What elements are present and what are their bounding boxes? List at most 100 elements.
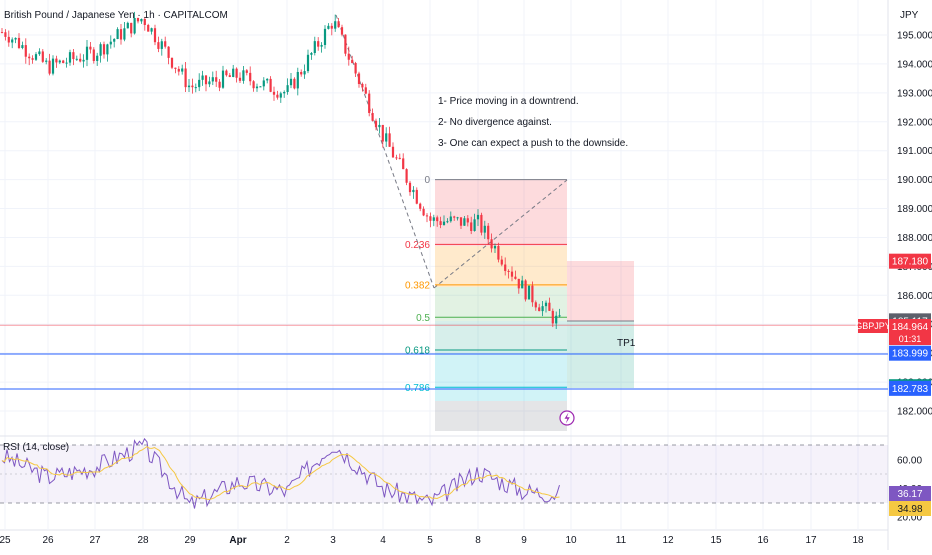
candle-body [96,55,99,61]
lightning-icon[interactable] [559,410,575,426]
candle-body [242,70,245,81]
candle-body [136,17,140,22]
candle-body [24,45,27,57]
rsi-ma-line [1,446,560,500]
stop-loss-zone[interactable] [567,261,634,321]
candle-body [422,208,425,216]
time-tick-label: 12 [662,535,674,546]
candle-body [551,310,554,324]
candle-body [374,120,378,128]
candle-body [317,41,320,47]
price-scale-background [888,0,932,550]
candle-body [544,302,548,307]
candle-body [170,57,174,68]
fib-zone-0618-0786 [435,354,567,401]
candle-body [249,72,252,82]
candle-body [119,29,123,40]
candle-body [334,21,337,29]
candle-body [252,81,255,89]
chart-title: British Pound / Japanese Yen · 1h · CAPI… [4,10,228,21]
candle-body [500,259,503,265]
price-tick-label: 193.000 [897,88,932,99]
time-tick-label: 2 [284,535,290,546]
candle-body [395,157,398,159]
candle-body [453,216,456,218]
price-badge-bg [889,345,931,361]
candle-body [300,71,303,75]
candle-body [245,70,248,73]
candle-body [106,44,109,55]
rsi-pane[interactable]: RSI (14, close) [0,435,888,509]
candle-body [79,58,82,62]
candle-body [538,307,541,312]
candle-body [235,68,238,78]
time-tick-label: 8 [475,535,481,546]
candle-body [480,214,483,233]
fib-retracement[interactable]: 0 0.236 0.382 0.5 0.618 0.786 [405,175,567,394]
candle-body [184,68,187,88]
time-tick-label: 26 [42,535,54,546]
candle-body [279,93,282,98]
currency-label[interactable]: JPY [900,10,919,21]
price-tick-label: 194.000 [897,59,932,70]
candle-body [402,158,405,170]
price-badge-bg [889,253,931,269]
last-price-badge: GBPJPY 184.964 01:31 [855,319,931,345]
fib-level-label: 0.382 [405,280,430,291]
candle-body [208,81,211,85]
candle-body [371,112,374,121]
candle-body [541,306,544,312]
candle-body [425,215,429,217]
candle-body [276,94,279,98]
candle-body [150,28,153,32]
candle-body [85,46,89,60]
candle-body [255,86,259,89]
candle-body [7,36,10,43]
candle-body [174,67,177,69]
candle-body [330,25,333,29]
candle-body [140,19,143,22]
candle-body [429,216,432,221]
candle-body [51,58,55,74]
trend-line-up[interactable] [433,179,568,289]
candle-body [266,78,269,81]
candle-body [225,70,228,76]
rsi-lines [1,437,560,509]
candle-body [45,60,48,62]
candle-body [415,189,418,204]
candle-body [357,73,361,85]
candle-body [517,278,520,289]
candle-body [102,44,106,55]
candle-body [0,32,4,34]
candle-body [476,214,480,220]
rsi-ma-badge: 34.98 [897,504,922,515]
candle-body [130,22,133,34]
candle-body [194,87,197,89]
candle-body [157,42,160,49]
candle-body [323,28,327,45]
candle-body [228,75,231,77]
candle-body [385,133,388,142]
time-tick-label: 15 [710,535,722,546]
rsi-tick-label: 20.00 [897,513,922,524]
fib-level-label: 0.5 [416,313,430,324]
candle-body [558,315,561,317]
candle-body [497,246,500,260]
candle-body [493,246,497,249]
time-tick-label: 10 [565,535,577,546]
time-axis[interactable]: 25 26 27 28 29 Apr 2 3 4 5 8 9 10 11 12 15 16 17 18 [0,535,864,546]
candle-body [143,19,146,25]
candle-body [378,124,381,128]
candle-body [327,25,330,29]
candle-body [419,203,422,209]
candle-body [449,216,452,222]
rsi-line [1,437,560,509]
candle-body [28,56,31,59]
candle-body [113,39,116,42]
candle-body [99,44,102,56]
candle-body [41,51,44,62]
fib-zone-0236-0382 [435,246,567,287]
candle-body [201,75,204,80]
